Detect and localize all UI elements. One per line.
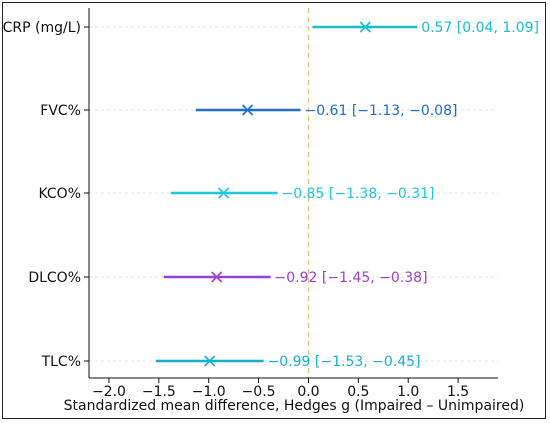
x-tick-label: −1.0 — [192, 384, 226, 400]
ci-annotation: 0.57 [0.04, 1.09] — [421, 20, 539, 36]
x-tick-label: 1.0 — [397, 384, 419, 400]
x-tick-label: −1.5 — [142, 384, 176, 400]
estimate-marker — [242, 104, 254, 116]
estimate-marker-stroke-b — [242, 104, 254, 116]
ci-annotation: −0.85 [−1.38, −0.31] — [282, 186, 435, 202]
estimate-marker-stroke-b — [218, 187, 230, 199]
ci-annotation: −0.99 [−1.53, −0.45] — [268, 354, 421, 370]
estimate-marker — [211, 271, 223, 283]
axes — [84, 8, 498, 383]
x-tick-label: −0.5 — [242, 384, 276, 400]
category-label: FVC% — [40, 103, 81, 119]
x-tick-label: 1.5 — [447, 384, 469, 400]
category-label: CRP (mg/L) — [3, 20, 81, 36]
estimate-marker — [359, 21, 371, 33]
estimate-marker — [218, 187, 230, 199]
estimate-marker-stroke-b — [211, 271, 223, 283]
category-label: TLC% — [41, 354, 81, 370]
labels: −2.0 −1.5 −1.0 −0.5 0.0 0.5 1.0 1.5 CRP (mg/L) 0.… — [3, 20, 539, 400]
estimate-marker — [204, 355, 216, 367]
ci-annotation: −0.61 [−1.13, −0.08] — [304, 103, 457, 119]
category-label: DLCO% — [28, 270, 81, 286]
x-tick-label: −2.0 — [92, 384, 126, 400]
estimate-marker-stroke-b — [204, 355, 216, 367]
x-tick-label: 0.5 — [347, 384, 369, 400]
x-axis-label: Standardized mean difference, Hedges g (… — [64, 398, 525, 414]
data-marks — [155, 21, 418, 367]
estimate-marker-stroke-b — [359, 21, 371, 33]
figure-frame — [2, 2, 546, 419]
category-label: KCO% — [38, 186, 81, 202]
x-tick-label: 0.0 — [297, 384, 319, 400]
ci-annotation: −0.92 [−1.45, −0.38] — [275, 270, 428, 286]
